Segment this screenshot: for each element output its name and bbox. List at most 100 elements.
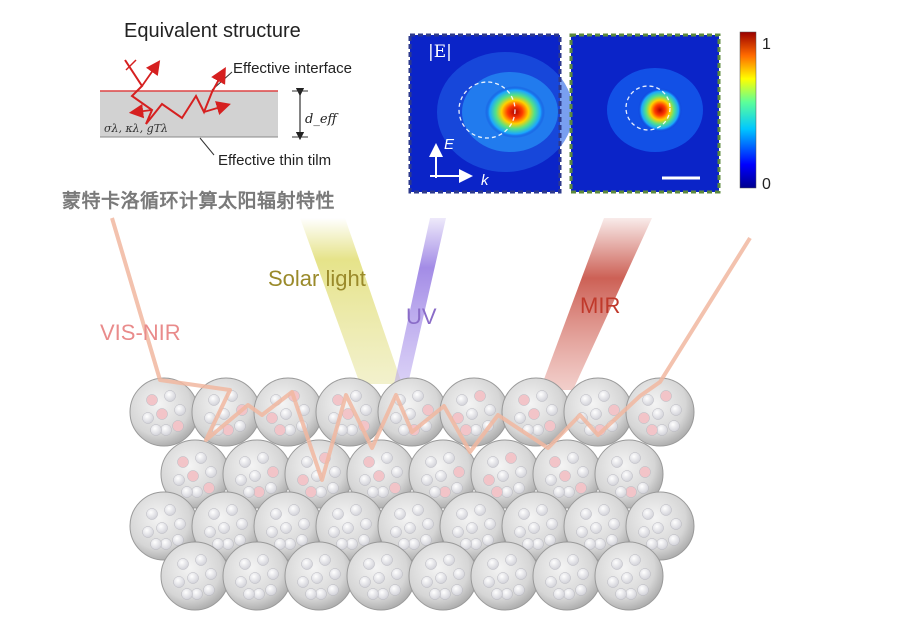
- nanoparticle: [266, 412, 278, 424]
- nanoparticle: [191, 486, 203, 498]
- nanoparticle: [389, 584, 401, 596]
- nanoparticle: [187, 470, 199, 482]
- nanoparticle: [203, 482, 215, 494]
- nanoparticle: [590, 408, 602, 420]
- nanoparticle: [611, 558, 623, 570]
- nanoparticle: [482, 534, 494, 546]
- nanoparticle: [332, 508, 344, 520]
- nanoparticle: [456, 508, 468, 520]
- nanoparticle: [305, 588, 317, 600]
- nanoparticle: [474, 390, 486, 402]
- nanoparticle: [160, 538, 172, 550]
- nanoparticle: [668, 420, 680, 432]
- nanoparticle: [608, 404, 620, 416]
- nanoparticle: [181, 486, 193, 498]
- nanoparticle: [607, 474, 619, 486]
- nanoparticle: [412, 504, 424, 516]
- nanoparticle: [515, 568, 527, 580]
- nanoparticle: [367, 486, 379, 498]
- nanoparticle: [235, 576, 247, 588]
- colorbar-max-label: 1: [762, 36, 771, 53]
- nanoparticle: [505, 452, 517, 464]
- effective-interface-label: Effective interface: [233, 60, 352, 77]
- nanoparticle: [253, 588, 265, 600]
- nanoparticle: [390, 412, 402, 424]
- nanoparticle: [298, 518, 310, 530]
- nanoparticle: [267, 466, 279, 478]
- nanoparticle: [621, 470, 633, 482]
- nanoparticle: [195, 452, 207, 464]
- nanoparticle: [466, 522, 478, 534]
- nanoparticle: [629, 452, 641, 464]
- nanoparticle: [642, 394, 654, 406]
- nanoparticle: [315, 486, 327, 498]
- nanoparticle: [429, 486, 441, 498]
- nanoparticle: [284, 424, 296, 436]
- nanoparticle: [146, 394, 158, 406]
- nanoparticle: [513, 584, 525, 596]
- nanoparticle: [656, 538, 668, 550]
- nanoparticle: [342, 522, 354, 534]
- nanoparticle: [363, 456, 375, 468]
- nanoparticle: [257, 554, 269, 566]
- nanoparticle: [367, 588, 379, 600]
- nanoparticle: [514, 412, 526, 424]
- thickness-label: d_eff: [305, 112, 337, 127]
- nanoparticle: [452, 526, 464, 538]
- nanoparticle: [670, 518, 682, 530]
- nanoparticle: [453, 568, 465, 580]
- nanoparticle: [234, 420, 246, 432]
- nanoparticle: [501, 486, 513, 498]
- nanoparticle: [212, 538, 224, 550]
- wavevector-label: k: [481, 172, 489, 189]
- nanoparticle: [598, 390, 610, 402]
- nanoparticle: [394, 508, 406, 520]
- nanoparticle: [172, 534, 184, 546]
- nanoparticle: [629, 554, 641, 566]
- nanoparticle: [443, 554, 455, 566]
- nanoparticle: [451, 584, 463, 596]
- nanoparticle: [474, 504, 486, 516]
- nanoparticle: [559, 572, 571, 584]
- nanoparticle: [580, 394, 592, 406]
- nanoparticle: [235, 474, 247, 486]
- nanoparticle: [422, 404, 434, 416]
- nanoparticle: [456, 394, 468, 406]
- nanoparticle: [363, 558, 375, 570]
- field-magnitude-label: |E|: [428, 42, 452, 62]
- nanoparticle: [360, 518, 372, 530]
- nanoparticle: [470, 538, 482, 550]
- nanoparticle: [329, 568, 341, 580]
- nanoparticle: [398, 538, 410, 550]
- nanoparticle: [218, 522, 230, 534]
- nanoparticle: [173, 474, 185, 486]
- nanoparticle: [257, 452, 269, 464]
- nanoparticle: [315, 588, 327, 600]
- nanoparticle: [615, 588, 627, 600]
- nanoparticle: [359, 474, 371, 486]
- nanoparticle: [267, 568, 279, 580]
- nanoparticle: [567, 554, 579, 566]
- nanoparticle: [497, 572, 509, 584]
- nanoparticle: [222, 538, 234, 550]
- nanoparticle: [553, 588, 565, 600]
- nanoparticle: [553, 486, 565, 498]
- nanoparticle: [391, 466, 403, 478]
- nanoparticle: [575, 482, 587, 494]
- nanoparticle: [373, 470, 385, 482]
- nanoparticle: [160, 424, 172, 436]
- nanoparticle: [404, 522, 416, 534]
- nanoparticle: [484, 518, 496, 530]
- nanoparticle: [532, 424, 544, 436]
- nanoparticle: [265, 584, 277, 596]
- nanoparticle: [513, 482, 525, 494]
- nanoparticle: [497, 470, 509, 482]
- nanoparticle: [670, 404, 682, 416]
- nanoparticle: [174, 518, 186, 530]
- nanoparticle: [284, 538, 296, 550]
- nanoparticle: [350, 504, 362, 516]
- solar-light-label: Solar light: [268, 266, 366, 291]
- nanoparticle: [150, 538, 162, 550]
- nanoparticle: [577, 466, 589, 478]
- nanoparticle: [514, 526, 526, 538]
